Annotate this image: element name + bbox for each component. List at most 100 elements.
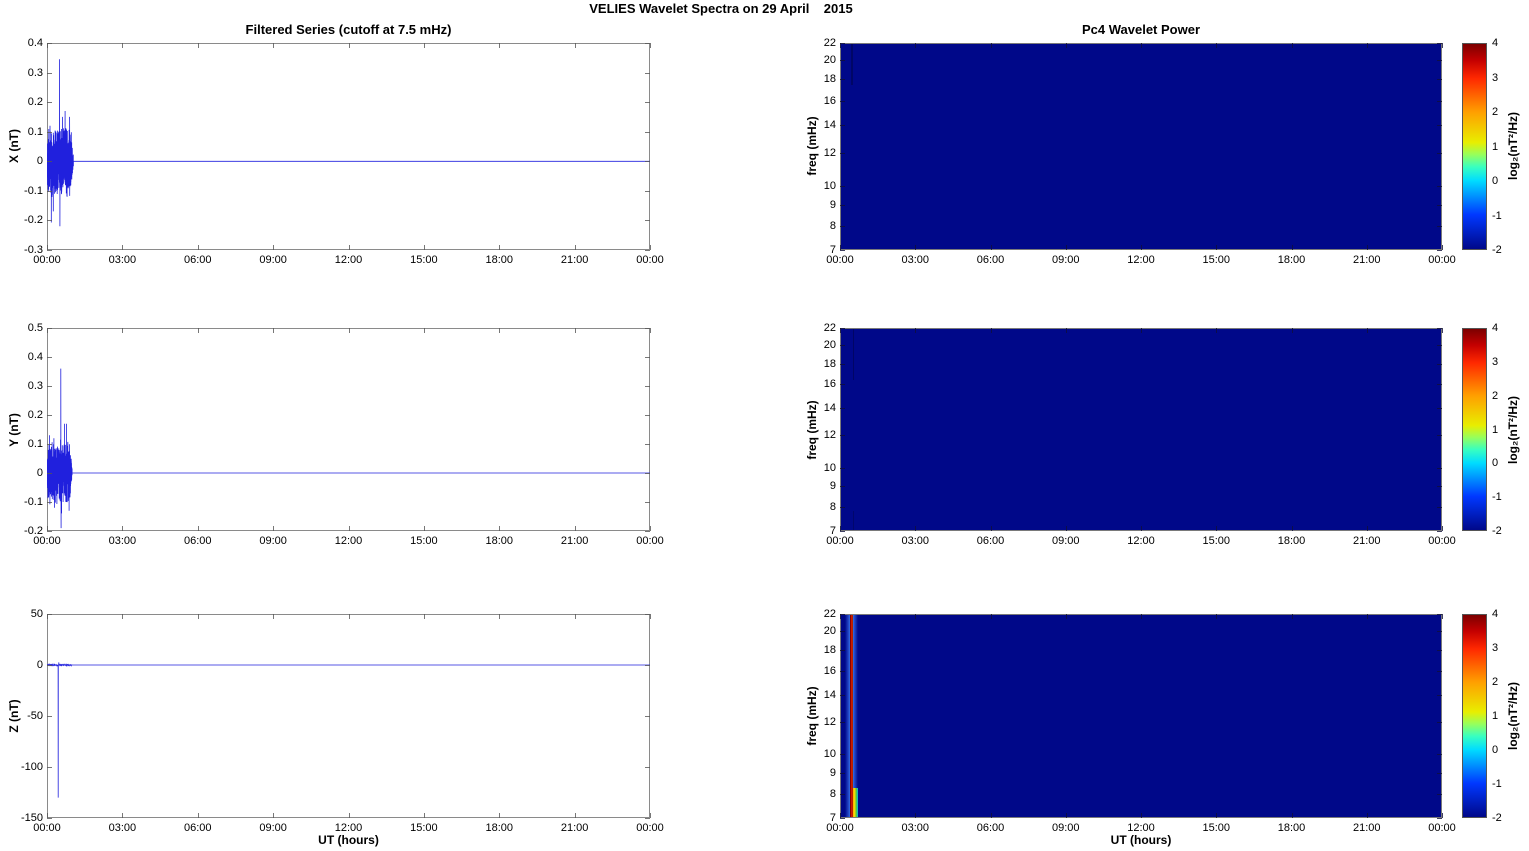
colorbar-tick-label: -1	[1492, 491, 1502, 504]
wavelet-power-band	[852, 329, 855, 380]
x-tick-mark	[1291, 43, 1293, 48]
y-tick-mark	[1437, 794, 1442, 796]
y-tick-mark	[1437, 328, 1442, 329]
y-tick-mark	[47, 502, 52, 503]
y-tick-mark	[1437, 60, 1442, 62]
power-burst-core	[849, 615, 854, 817]
y-tick-mark	[47, 473, 52, 474]
x-tick-label: 03:00	[901, 254, 930, 266]
y-tick-label: 14	[823, 118, 836, 131]
x-tick-mark	[423, 813, 425, 818]
y-tick-mark	[645, 386, 650, 387]
x-tick-label: 06:00	[976, 822, 1005, 834]
x-tick-mark	[574, 328, 576, 333]
x-tick-label: 06:00	[976, 254, 1005, 266]
x-tick-mark	[650, 526, 651, 531]
x-tick-mark	[1065, 614, 1067, 619]
x-tick-label: 03:00	[108, 822, 137, 834]
y-tick-mark	[840, 467, 845, 469]
plot-area-1	[47, 328, 650, 531]
x-tick-label: 18:00	[485, 535, 514, 547]
y-tick-mark	[840, 435, 845, 437]
y-tick-mark	[645, 357, 650, 358]
y-tick-mark	[645, 473, 650, 474]
y-tick-label: 14	[823, 688, 836, 701]
colorbar	[1462, 614, 1487, 818]
x-tick-mark	[574, 813, 576, 818]
y-tick-label: 14	[823, 402, 836, 415]
x-tick-label: 21:00	[1352, 254, 1381, 266]
y-tick-mark	[47, 43, 52, 44]
x-tick-mark	[47, 813, 48, 818]
x-tick-label: 00:00	[1428, 254, 1456, 266]
x-tick-mark	[840, 43, 841, 48]
x-tick-mark	[574, 245, 576, 250]
x-tick-label: 06:00	[183, 822, 212, 834]
x-tick-mark	[499, 328, 501, 333]
x-tick-mark	[1366, 813, 1368, 818]
y-tick-mark	[1437, 694, 1442, 696]
y-tick-mark	[1437, 250, 1442, 251]
x-tick-mark	[1216, 245, 1218, 250]
plot-area-0	[47, 43, 650, 250]
x-tick-label: 15:00	[1202, 254, 1231, 266]
x-tick-mark	[650, 43, 651, 48]
x-tick-mark	[840, 328, 841, 333]
x-tick-mark	[840, 813, 841, 818]
colorbar-tick-label: -1	[1492, 778, 1502, 790]
x-tick-mark	[1065, 813, 1067, 818]
y-tick-label: 0.1	[27, 125, 43, 138]
y-tick-mark	[47, 328, 52, 329]
x-tick-mark	[122, 43, 124, 48]
x-tick-mark	[1366, 245, 1368, 250]
x-tick-label: 12:00	[1127, 535, 1155, 547]
x-tick-mark	[1442, 526, 1443, 531]
y-tick-label: 20	[823, 54, 836, 67]
y-tick-mark	[645, 614, 650, 615]
y-tick-mark	[840, 100, 845, 102]
x-tick-mark	[197, 526, 199, 531]
y-tick-mark	[1437, 507, 1442, 509]
y-tick-label: 0.4	[27, 351, 43, 363]
x-tick-label: 00:00	[33, 254, 61, 266]
x-tick-label: 09:00	[259, 535, 287, 547]
spectrogram-5	[840, 614, 1442, 818]
y-tick-label: 0.3	[27, 66, 43, 79]
y-tick-mark	[1437, 649, 1442, 651]
y-tick-label: 7	[829, 812, 836, 824]
y-tick-mark	[1437, 204, 1442, 206]
y-tick-mark	[840, 204, 845, 206]
colorbar-tick-label: 2	[1492, 676, 1499, 688]
y-tick-mark	[47, 190, 52, 192]
x-tick-mark	[197, 328, 199, 333]
wavelet-power-band	[851, 44, 854, 86]
y-tick-label: -0.1	[24, 496, 43, 508]
y-tick-mark	[1437, 467, 1442, 469]
x-tick-mark	[990, 43, 992, 48]
x-tick-mark	[1216, 813, 1218, 818]
x-tick-mark	[47, 526, 48, 531]
y-tick-mark	[840, 818, 845, 819]
x-tick-mark	[423, 245, 425, 250]
y-tick-mark	[47, 357, 52, 358]
y-tick-mark	[840, 225, 845, 227]
x-tick-label: 12:00	[334, 254, 363, 266]
y-tick-mark	[645, 328, 650, 329]
y-tick-label: 10	[823, 461, 836, 474]
colorbar-tick-label: 0	[1492, 744, 1499, 756]
y-tick-mark	[840, 507, 845, 509]
y-tick-mark	[47, 250, 52, 251]
y-tick-label: 20	[823, 624, 836, 637]
y-tick-label: 0	[36, 467, 43, 479]
series-line-0	[47, 59, 650, 227]
y-tick-mark	[47, 818, 52, 819]
x-axis-label-ut-left: UT (hours)	[318, 833, 379, 847]
x-tick-mark	[990, 245, 992, 250]
x-tick-mark	[840, 614, 841, 619]
x-tick-label: 12:00	[1127, 254, 1155, 266]
x-tick-mark	[1065, 526, 1067, 531]
y-tick-mark	[645, 220, 650, 222]
y-tick-mark	[840, 531, 845, 532]
y-tick-mark	[1437, 152, 1442, 154]
x-tick-label: 00:00	[826, 254, 854, 266]
